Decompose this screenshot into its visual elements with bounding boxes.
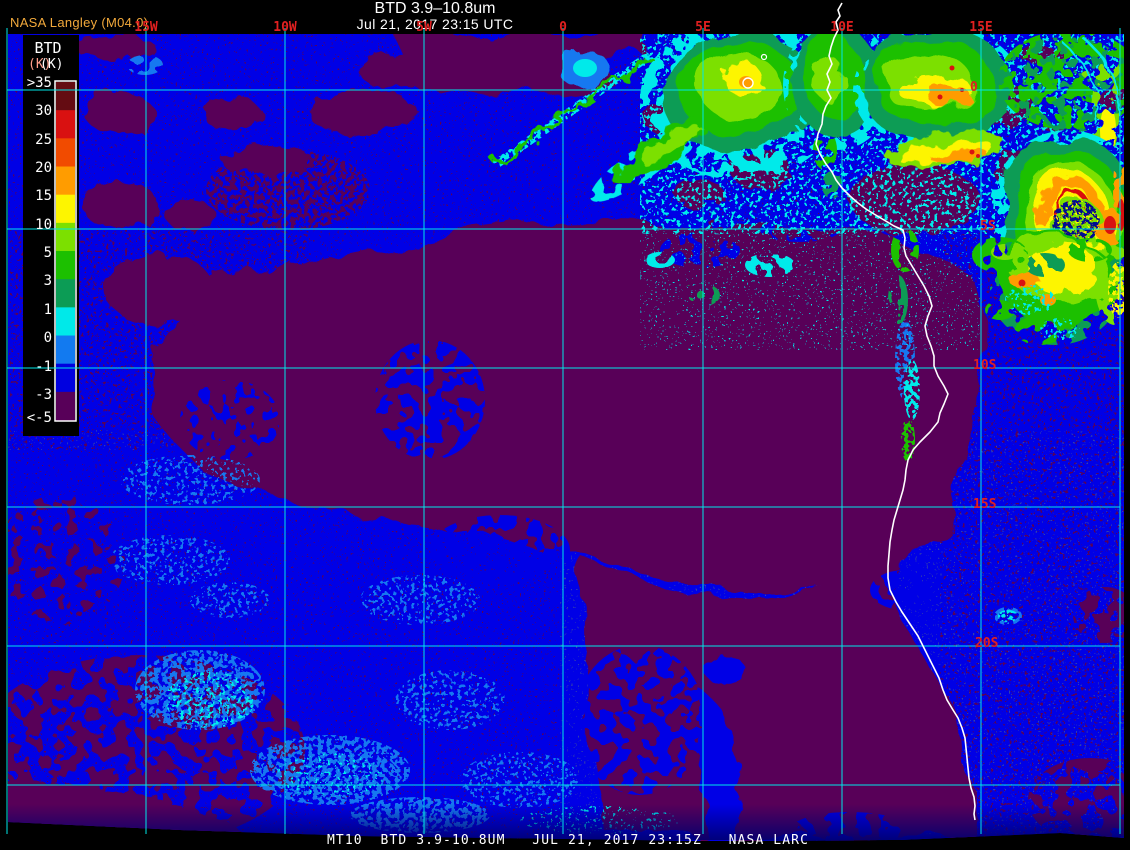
colorbar-tick-0: 0 [43, 330, 52, 346]
colorbar-tick-15: 15 [35, 188, 52, 204]
lon-label-10W: 10W [273, 20, 297, 35]
colorbar-tick-25: 25 [35, 132, 52, 148]
lon-label-0: 0 [559, 20, 567, 35]
colorbar-tick--1: -1 [35, 359, 52, 375]
colorbar-segment-2 [56, 138, 75, 168]
principe-island-outline [760, 53, 768, 61]
colorbar-segment-3 [56, 166, 75, 196]
lon-label-15E: 15E [969, 20, 993, 35]
colorbar-tick-3: 3 [43, 273, 52, 289]
product-title: BTD 3.9–10.8um [374, 0, 496, 17]
colorbar-segment-9 [56, 335, 75, 365]
african-coastline [815, 2, 976, 821]
valid-datetime: Jul 21, 2017 23:15 UTC [356, 16, 514, 32]
lon-label-15W: 15W [134, 20, 158, 35]
colorbar-segment-1 [56, 110, 75, 139]
lat-lon-gridlines [6, 28, 1121, 834]
footer-caption: MT10 BTD 3.9-10.8UM JUL 21, 2017 23:15Z … [326, 833, 810, 848]
lat-label-10S: 10S [973, 358, 997, 373]
colorbar-segment-4 [56, 194, 75, 224]
nasa-langley-credit: NASA Langley (M04.0) [10, 15, 149, 30]
colorbar-unit-shadow: (K) [28, 57, 52, 72]
colorbar-tick-20: 20 [35, 160, 52, 176]
colorbar-segment-5 [56, 222, 75, 252]
colorbar-tick-10: 10 [35, 217, 52, 233]
colorbar-segment-8 [56, 307, 75, 337]
colorbar-segment-0 [56, 82, 75, 111]
sao-tome-island-outline [742, 77, 754, 89]
lon-label-10E: 10E [830, 20, 854, 35]
colorbar-tick-30: 30 [35, 103, 52, 119]
colorbar-tick-5: 5 [43, 245, 52, 261]
colorbar-segment-6 [56, 251, 75, 280]
colorbar-tick--3: -3 [35, 387, 52, 403]
colorbar-tick->35: >35 [26, 75, 52, 91]
colorbar-unit: (K) [40, 57, 64, 72]
colorbar-border [54, 80, 77, 422]
colorbar-title: BTD [34, 39, 62, 57]
lat-label-20S: 20S [975, 636, 999, 651]
colorbar-tick-1: 1 [43, 302, 52, 318]
satellite-data-layer [8, 34, 1124, 841]
colorbar-tick-<-5: <-5 [26, 410, 52, 426]
lon-label-5E: 5E [695, 20, 711, 35]
colorbar-segment-10 [56, 363, 75, 393]
colorbar-segment-11 [56, 391, 75, 421]
lon-label-5W: 5W [416, 20, 432, 35]
colorbar-swatches [56, 82, 75, 421]
lat-label-15S: 15S [973, 497, 997, 512]
lat-label-0: 0 [970, 80, 978, 95]
colorbar-segment-7 [56, 279, 75, 308]
lat-label-5S: 5S [980, 219, 996, 234]
